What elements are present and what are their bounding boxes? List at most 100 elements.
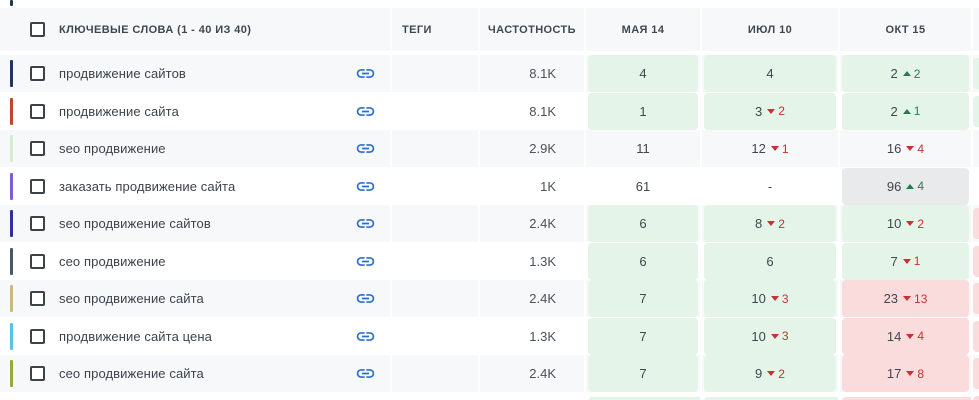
position-value: 2 [890,103,898,119]
delta-value: 1 [913,104,921,118]
position-delta: 2 [767,367,785,381]
row-checkbox[interactable] [30,328,45,344]
position-value: 4 [766,66,774,81]
link-icon [356,69,375,78]
table-row[interactable]: сео продвижение сайта 2.4K 7 9 2 [0,355,979,392]
delta-arrow-icon [767,221,776,226]
open-url-button[interactable] [355,63,376,84]
delta-arrow-icon [906,146,915,151]
next-column-sliver [971,317,979,355]
open-url-button[interactable] [355,176,376,197]
row-checkbox[interactable] [30,291,45,306]
position-delta: 2 [906,217,924,231]
open-url-button[interactable] [355,326,376,347]
keyword-cell: продвижение сайтов [0,55,390,92]
delta-arrow-icon [906,333,915,339]
table-header: КЛЮЧЕВЫЕ СЛОВА (1 - 40 ИЗ 40) ТЕГИ ЧАСТО… [0,8,979,51]
row-checkbox[interactable] [30,178,45,194]
keyword-label: seo продвижение [59,141,166,156]
select-all-checkbox[interactable] [30,22,45,37]
delta-value: 13 [914,291,928,306]
next-column-sliver [971,355,979,392]
keyword-color-stripe [10,210,13,237]
keyword-cell: продвижение сайта цена [0,318,390,355]
link-icon [356,369,375,378]
tags-cell [390,242,478,280]
frequency-value: 8.1K [478,55,584,92]
position-cell-may14 [584,392,702,400]
position-delta: 4 [906,329,924,343]
tags-cell [390,205,478,242]
link-icon [356,256,375,266]
position-value: 9 [755,366,763,381]
open-url-button[interactable] [355,363,376,384]
position-cell-may14: 1 [584,92,700,130]
row-checkbox[interactable] [30,141,45,156]
position-cell-oct15: 2 1 [838,92,971,130]
position-delta: 4 [906,142,924,156]
tags-cell [390,355,478,392]
table-row[interactable]: продвижение сайта 8.1K 1 3 2 [0,92,979,130]
open-url-button[interactable] [355,251,376,272]
table-row[interactable]: сео продвижение 1.3K 6 6 7 [0,242,979,280]
table-row[interactable]: seo продвижение сайтов 2.4K 6 8 2 [0,205,979,242]
keyword-label: продвижение сайтов [59,66,186,81]
keywords-header-cell: КЛЮЧЕВЫЕ СЛОВА (1 - 40 ИЗ 40) [0,8,390,51]
table-row[interactable]: seo продвижение сайта 2.4K 7 10 3 [0,280,979,317]
position-value: 10 [751,291,766,306]
position-value: 3 [755,103,763,119]
frequency-header-label: ЧАСТОТНОСТЬ [478,8,584,51]
positions-table: КЛЮЧЕВЫЕ СЛОВА (1 - 40 ИЗ 40) ТЕГИ ЧАСТО… [0,8,979,400]
row-checkbox[interactable] [30,253,45,269]
row-checkbox[interactable] [30,216,45,231]
position-cell-oct15: 14 4 [838,317,971,355]
position-value: 14 [886,328,902,344]
frequency-value [478,392,584,400]
date-header-may14: МАЯ 14 [584,8,700,51]
position-cell-jul10: - [700,167,838,205]
keyword-cell: сео продвижение сайта [0,355,390,392]
row-checkbox[interactable] [30,66,45,81]
position-delta: 8 [906,367,924,381]
frequency-value: 2.9K [478,130,584,167]
delta-value: 2 [778,366,785,381]
position-cell-jul10: 10 3 [700,280,838,317]
position-value: 61 [635,178,651,194]
open-url-button[interactable] [355,138,376,159]
position-value: 8 [755,216,763,231]
delta-arrow-icon [902,258,911,264]
delta-arrow-icon [770,333,779,339]
open-url-button[interactable] [355,213,376,234]
link-icon [356,219,375,228]
position-value: 7 [639,291,647,306]
row-checkbox[interactable] [30,366,45,381]
next-column-sliver [971,205,979,242]
keyword-cell: seo продвижение [0,130,390,167]
position-value: 2 [890,66,898,81]
position-value: 96 [886,178,902,194]
open-url-button[interactable] [355,101,376,122]
table-row[interactable]: заказать продвижение сайта 1K 61 - 96 [0,167,979,205]
table-row[interactable]: продвижение сайта цена 1.3K 7 10 3 [0,317,979,355]
keyword-cell: продвижение сайта [0,93,390,130]
keyword-color-stripe [10,97,13,125]
row-checkbox[interactable] [30,103,45,119]
keyword-label: seo продвижение сайтов [59,216,211,231]
position-cell-may14: 7 [584,280,700,317]
table-row[interactable]: продвижение сайтов 8.1K 4 4 2 [0,55,979,92]
keyword-cell: seo продвижение сайта [0,280,390,317]
table-row[interactable]: seo продвижение 2.9K 11 12 1 [0,130,979,167]
position-cell-oct15: 96 4 [838,167,971,205]
open-url-button[interactable] [355,288,376,309]
next-column-sliver [971,55,979,92]
tags-cell [390,317,478,355]
delta-value: 2 [917,216,925,231]
position-value: 7 [639,366,647,381]
position-cell-jul10: 12 1 [700,130,838,167]
next-column-sliver [971,392,979,400]
keyword-cell: заказать продвижение сайта [0,168,390,205]
position-cell-oct15: 10 2 [838,205,971,242]
delta-value: 4 [917,179,925,193]
keyword-label: продвижение сайта [59,103,179,119]
position-cell-jul10: 8 2 [700,205,838,242]
